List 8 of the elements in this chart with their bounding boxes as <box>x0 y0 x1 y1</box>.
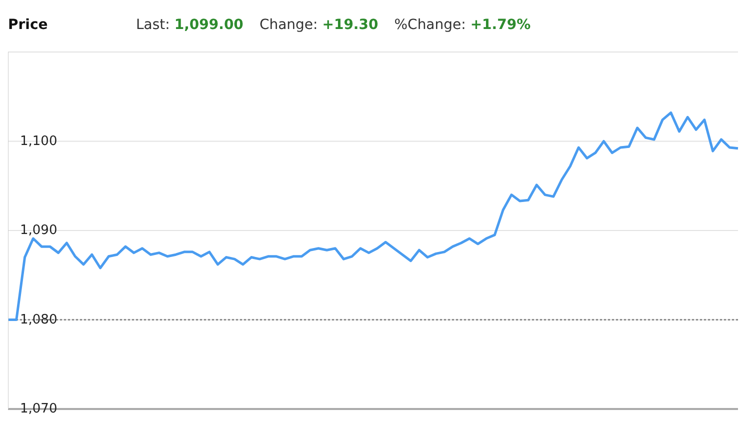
chart-title: Price <box>8 17 49 33</box>
y-tick-label: 1,090 <box>20 223 58 238</box>
text: Change: +19.30 <box>259 17 378 33</box>
y-tick-label: 1,080 <box>20 312 58 328</box>
y-tick-label: 1,100 <box>20 134 58 149</box>
y-tick-label: 1,070 <box>20 402 58 417</box>
text: Last: 1,099.00 <box>136 17 244 33</box>
text: %Change: +1.79% <box>394 17 531 33</box>
